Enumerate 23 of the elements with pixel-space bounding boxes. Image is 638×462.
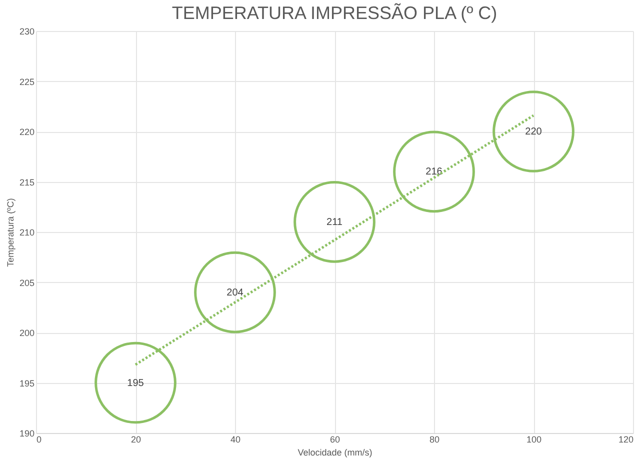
y-tick-label: 195 xyxy=(19,378,34,388)
data-label: 220 xyxy=(525,126,542,138)
x-tick-label: 100 xyxy=(526,434,542,444)
y-tick-label: 230 xyxy=(19,26,34,36)
y-tick-label: 225 xyxy=(19,76,34,87)
y-axis-title: Temperatura (ºC) xyxy=(5,198,16,267)
y-tick-label: 200 xyxy=(19,328,34,338)
x-tick-label: 0 xyxy=(36,434,42,444)
y-tick-label: 220 xyxy=(19,127,34,137)
x-axis-title: Velocidade (mm/s) xyxy=(298,448,372,458)
x-tick-label: 80 xyxy=(429,434,440,444)
x-tick-label: 60 xyxy=(330,434,340,444)
y-tick-label: 215 xyxy=(19,177,34,188)
data-label: 195 xyxy=(127,378,144,389)
x-tick-label: 20 xyxy=(130,434,142,444)
x-tick-label: 40 xyxy=(230,434,241,444)
data-label: 211 xyxy=(326,216,343,228)
data-label: 204 xyxy=(226,287,244,298)
y-tick-label: 205 xyxy=(19,278,34,288)
x-tick-label: 120 xyxy=(618,434,634,444)
y-tick-label: 190 xyxy=(19,428,34,438)
chart-title: TEMPERATURA IMPRESSÃO PLA (º C) xyxy=(172,3,498,23)
y-tick-label: 210 xyxy=(19,228,34,238)
